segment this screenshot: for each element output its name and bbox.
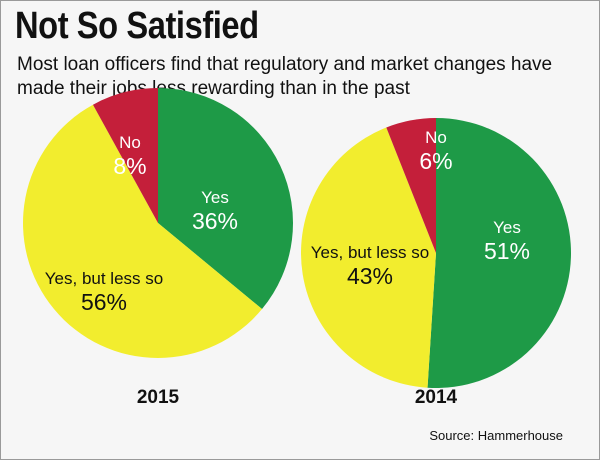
slice-label-yes: Yes (493, 218, 521, 237)
pie-year-label: 2014 (415, 387, 458, 408)
slice-value-yes-but-less-so: 56% (81, 289, 127, 315)
slice-value-yes-but-less-so: 43% (347, 263, 393, 289)
slice-label-yes-but-less-so: Yes, but less so (45, 269, 163, 288)
source-note: Source: Hammerhouse (429, 428, 563, 443)
pie-slice-no (386, 118, 436, 253)
pie-slice-yes-but-less-so (23, 104, 263, 358)
chart-title: Not So Satisfied (15, 5, 259, 47)
pie-slice-yes (427, 118, 572, 388)
slice-value-no: 6% (419, 148, 452, 174)
slice-label-yes: Yes (201, 188, 229, 207)
slice-label-no: No (119, 133, 141, 152)
slice-value-no: 8% (113, 153, 146, 179)
pie-slice-no (92, 88, 158, 223)
slice-label-no: No (425, 128, 447, 147)
pie-slice-yes-but-less-so (300, 127, 436, 388)
chart-subtitle: Most loan officers find that regulatory … (17, 54, 553, 99)
slice-value-yes: 36% (192, 208, 238, 234)
slice-value-yes: 51% (484, 238, 530, 264)
pie-slice-yes (158, 88, 293, 310)
slice-label-yes-but-less-so: Yes, but less so (311, 243, 429, 262)
pie-year-label: 2015 (137, 387, 180, 408)
